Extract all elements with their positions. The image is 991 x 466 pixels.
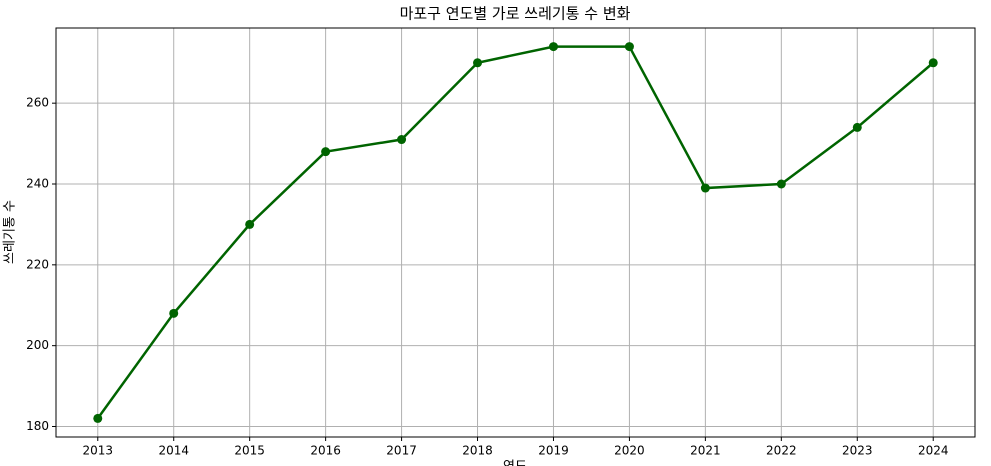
x-tick-label: 2015	[234, 444, 265, 458]
data-point	[169, 308, 179, 318]
chart-title: 마포구 연도별 가로 쓰레기통 수 변화	[400, 5, 631, 23]
data-point	[624, 42, 634, 52]
y-tick-label: 200	[26, 338, 49, 352]
data-point	[776, 179, 786, 189]
x-tick-label: 2016	[310, 444, 341, 458]
data-point	[473, 58, 483, 68]
x-tick-label: 2013	[82, 444, 113, 458]
data-point	[928, 58, 938, 68]
x-tick-label: 2022	[766, 444, 797, 458]
y-axis-label: 쓰레기통 수	[3, 200, 18, 264]
plot-frame	[55, 27, 976, 438]
data-point	[852, 122, 862, 132]
x-tick-label: 2024	[918, 444, 949, 458]
y-tick-label: 180	[26, 419, 49, 433]
data-point	[245, 219, 255, 229]
x-tick-label: 2018	[462, 444, 493, 458]
y-tick-label: 260	[26, 96, 49, 110]
y-tick-label: 240	[26, 177, 49, 191]
data-line	[96, 45, 935, 420]
x-tick-label: 2020	[614, 444, 645, 458]
data-point	[548, 42, 558, 52]
x-tick-label: 2017	[386, 444, 417, 458]
x-tick-label: 2014	[158, 444, 189, 458]
data-point	[93, 413, 103, 423]
data-point	[397, 135, 407, 145]
y-tick-label: 220	[26, 257, 49, 271]
x-tick-label: 2021	[690, 444, 721, 458]
x-tick-label: 2019	[538, 444, 569, 458]
data-point	[321, 147, 331, 157]
x-axis-label: 연도	[503, 460, 527, 466]
data-point	[700, 183, 710, 193]
x-tick-label: 2023	[842, 444, 873, 458]
